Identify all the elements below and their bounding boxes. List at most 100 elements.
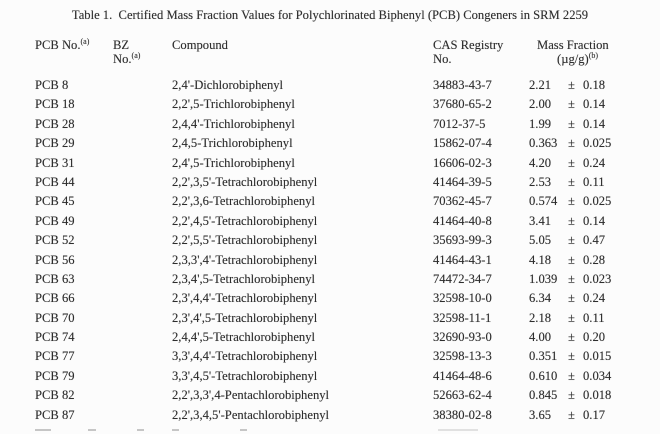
compound-cell: 2,2',5,5'-Tetrachlorobiphenyl xyxy=(172,233,318,248)
mass-fraction-uncertainty: 0.14 xyxy=(583,97,606,112)
mass-fraction-cell: 6.34 ±0.24 xyxy=(529,289,660,308)
mass-fraction-uncertainty: 0.17 xyxy=(583,407,606,422)
mass-fraction-uncertainty: 0.28 xyxy=(583,252,606,267)
mass-fraction-uncertainty: 0.11 xyxy=(583,174,605,189)
pcb-no-cell: PCB 18 xyxy=(35,97,75,112)
footnote-a-marker: (a) xyxy=(131,50,141,60)
table-row: PCB 63 2,3,4',5-Tetrachlorobiphenyl 74472-… xyxy=(35,270,660,289)
pcb-no-cell: PCB 49 xyxy=(35,213,75,228)
bz-no-cell xyxy=(113,76,172,95)
mass-fraction-value: 0.363 xyxy=(529,136,558,151)
mass-fraction-value: 2.21 xyxy=(529,78,552,92)
mass-fraction-uncertainty: 0.025 xyxy=(583,136,612,151)
mass-fraction-cell: 2.18 ±0.11 xyxy=(529,309,660,328)
compound-cell: 3,3',4,5'-Tetrachlorobiphenyl xyxy=(172,368,318,383)
bz-header-line1: BZ xyxy=(113,38,130,52)
bz-no-cell xyxy=(113,154,172,173)
table-header: PCB No.(a) BZ No.(a) Compound CAS Regist… xyxy=(35,37,660,66)
compound-cell: 2,2',4,5'-Tetrachlorobiphenyl xyxy=(172,213,318,228)
pcb-no-cell: PCB 82 xyxy=(35,388,75,403)
mass-fraction-value: 2.00 xyxy=(529,97,552,112)
table-row: PCB 49 2,2',4,5'-Tetrachlorobiphenyl 41464… xyxy=(35,212,660,231)
bz-no-cell xyxy=(113,309,172,328)
mass-fraction-uncertainty: 0.11 xyxy=(583,310,605,325)
mass-fraction-cell: 3.65 ±0.17 xyxy=(529,406,660,425)
pcb-no-cell: PCB 29 xyxy=(35,136,75,151)
plus-minus-symbol: ± xyxy=(568,174,575,189)
mass-fraction-cell: 2.00 ±0.14 xyxy=(529,95,660,114)
pcb-no-cell: PCB 70 xyxy=(35,310,75,325)
table-row: PCB 52 2,2',5,5'-Tetrachlorobiphenyl 35693… xyxy=(35,231,660,250)
bz-no-cell xyxy=(113,270,172,289)
cas-no-cell: 74472-34-7 xyxy=(433,271,492,286)
bz-no-cell xyxy=(113,212,172,231)
table-row: PCB 79 3,3',4,5'-Tetrachlorobiphenyl 41464… xyxy=(35,367,660,386)
compound-cell: 2,3,3',4'-Tetrachlorobiphenyl xyxy=(172,252,318,267)
bz-no-cell xyxy=(113,367,172,386)
mass-fraction-cell: 4.00 ±0.20 xyxy=(529,328,660,347)
mass-fraction-value: 0.574 xyxy=(529,194,558,209)
column-header-compound: Compound xyxy=(172,38,228,52)
bz-no-cell xyxy=(113,406,172,425)
table-row: PCB 70 2,3',4',5-Tetrachlorobiphenyl 32598… xyxy=(35,309,660,328)
pcb-no-cell: PCB 66 xyxy=(35,291,75,306)
mass-fraction-cell: 1.039 ±0.023 xyxy=(529,270,660,289)
table-row: PCB 29 2,4,5-Trichlorobiphenyl 15862-07-4 0… xyxy=(35,134,660,153)
compound-cell: 2,2',3,3',4-Pentachlorobiphenyl xyxy=(172,388,330,403)
mass-fraction-cell: 0.574 ±0.025 xyxy=(529,192,660,211)
compound-cell: 2,2',3,4,5'-Pentachlorobiphenyl xyxy=(172,407,330,422)
pcb-no-header-label: PCB No. xyxy=(35,38,81,52)
mass-fraction-cell: 4.20 ±0.24 xyxy=(529,154,660,173)
pcb-no-cell: PCB 28 xyxy=(35,116,75,131)
cas-no-cell: 34883-43-7 xyxy=(433,78,492,92)
cas-no-cell: 7012-37-5 xyxy=(433,116,486,131)
mass-fraction-uncertainty: 0.034 xyxy=(583,368,612,383)
mass-fraction-cell: 2.21 ±0.18 xyxy=(529,76,660,95)
cas-no-cell: 16606-02-3 xyxy=(433,155,492,170)
pcb-no-cell: PCB 74 xyxy=(35,330,75,345)
bz-no-cell xyxy=(113,251,172,270)
pcb-no-cell: PCB 56 xyxy=(35,252,75,267)
pcb-no-cell: PCB 44 xyxy=(35,174,75,189)
table-row: PCB 31 2,4',5-Trichlorobiphenyl 16606-02-3… xyxy=(35,154,660,173)
plus-minus-symbol: ± xyxy=(568,271,575,286)
compound-cell: 3,3',4,4'-Tetrachlorobiphenyl xyxy=(172,349,318,364)
mass-fraction-value: 0.610 xyxy=(529,368,558,383)
bz-no-cell xyxy=(113,192,172,211)
mass-fraction-cell: 1.99 ±0.14 xyxy=(529,115,660,134)
compound-cell: 2,3',4',5-Tetrachlorobiphenyl xyxy=(172,310,318,325)
bz-no-cell xyxy=(113,289,172,308)
cas-no-cell: 41464-39-5 xyxy=(433,174,492,189)
mass-fraction-value: 2.53 xyxy=(529,174,552,189)
table-row: PCB 45 2,2',3,6-Tetrachlorobiphenyl 70362-… xyxy=(35,192,660,211)
table-row: PCB 82 2,2',3,3',4-Pentachlorobiphenyl 526… xyxy=(35,386,660,405)
cas-no-cell: 35693-99-3 xyxy=(433,233,492,248)
cas-no-cell: 37680-65-2 xyxy=(433,97,492,112)
mass-fraction-uncertainty: 0.14 xyxy=(583,116,606,131)
plus-minus-symbol: ± xyxy=(568,97,575,112)
table-row: PCB 18 2,2',5-Trichlorobiphenyl 37680-65-2… xyxy=(35,95,660,114)
compound-cell: 2,4,4'-Trichlorobiphenyl xyxy=(172,116,295,131)
mass-fraction-uncertainty: 0.025 xyxy=(583,194,612,209)
pcb-no-cell: PCB 63 xyxy=(35,271,75,286)
cas-no-cell: 52663-62-4 xyxy=(433,388,492,403)
bz-no-cell xyxy=(113,95,172,114)
plus-minus-symbol: ± xyxy=(568,349,575,364)
mass-fraction-value: 3.65 xyxy=(529,407,552,422)
mass-fraction-value: 1.039 xyxy=(529,271,558,286)
table-row: PCB 87 2,2',3,4,5'-Pentachlorobiphenyl 383… xyxy=(35,406,660,425)
cas-no-cell: 41464-43-1 xyxy=(433,252,492,267)
pcb-no-cell: PCB 87 xyxy=(35,407,75,422)
mass-fraction-value: 4.18 xyxy=(529,252,552,267)
pcb-no-cell: PCB 79 xyxy=(35,368,75,383)
plus-minus-symbol: ± xyxy=(568,368,575,383)
mass-fraction-value: 5.05 xyxy=(529,233,552,248)
mass-fraction-value: 2.18 xyxy=(529,310,552,325)
bz-no-cell xyxy=(113,328,172,347)
bz-header-line2: No.(a) xyxy=(113,50,141,66)
compound-cell: 2,4,5-Trichlorobiphenyl xyxy=(172,136,293,151)
mass-fraction-uncertainty: 0.47 xyxy=(583,233,606,248)
compound-cell: 2,3,4',5-Tetrachlorobiphenyl xyxy=(172,271,316,286)
cas-header-line2: No. xyxy=(433,52,452,66)
